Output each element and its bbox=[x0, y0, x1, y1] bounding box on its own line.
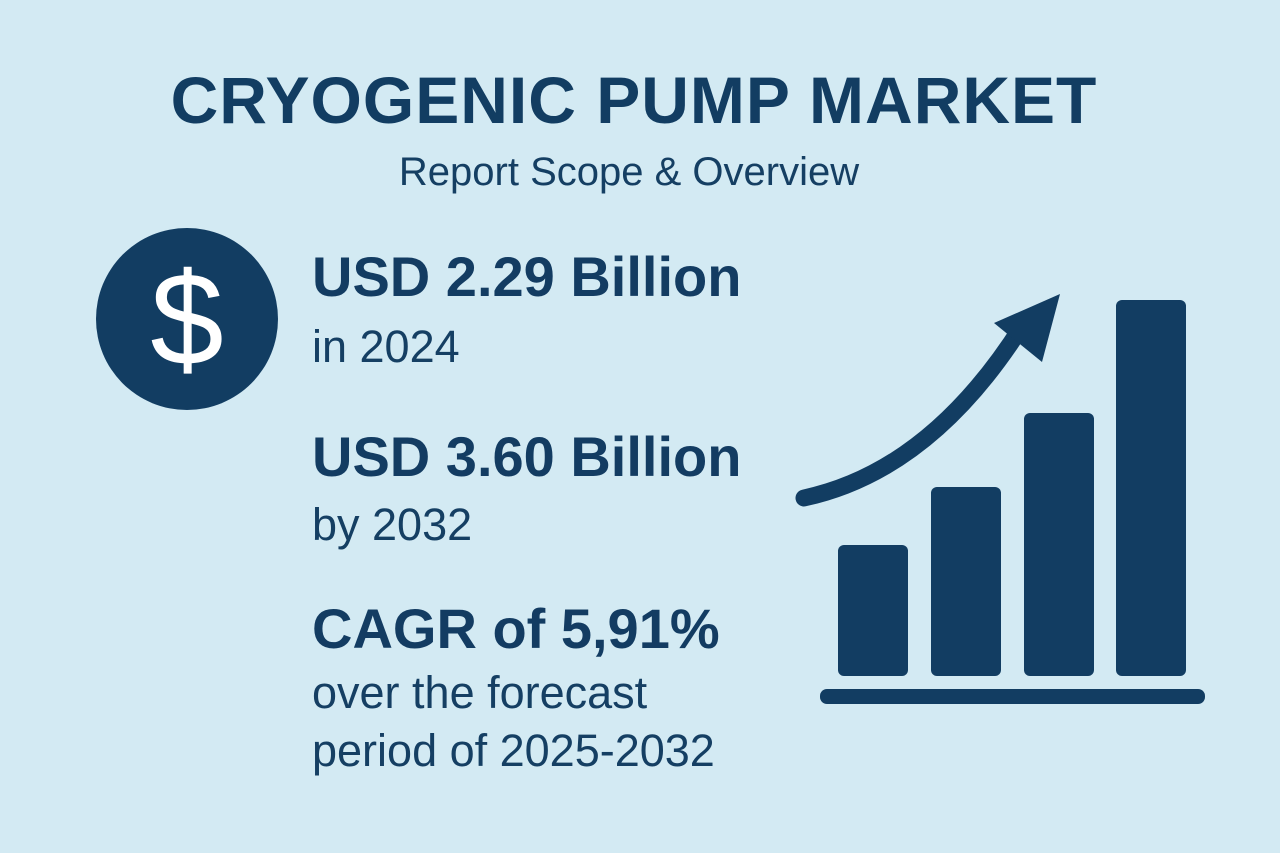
market-value-2024: USD 2.29 Billion bbox=[312, 245, 742, 308]
cagr-caption-line1: over the forecast bbox=[312, 667, 648, 718]
chart-bar-3 bbox=[1024, 413, 1094, 676]
chart-baseline bbox=[820, 689, 1205, 704]
cagr-caption-line2: period of 2025-2032 bbox=[312, 725, 715, 776]
svg-text:$: $ bbox=[150, 246, 223, 393]
page-title: CRYOGENIC PUMP MARKET bbox=[170, 63, 1098, 137]
page-subtitle: Report Scope & Overview bbox=[398, 150, 860, 194]
up-arrow-head bbox=[994, 294, 1060, 362]
chart-bar-4 bbox=[1116, 300, 1186, 676]
chart-bar-1 bbox=[838, 545, 908, 676]
market-value-2024-caption: in 2024 bbox=[312, 321, 460, 372]
growth-bar-chart-icon bbox=[790, 286, 1220, 721]
up-arrow-icon bbox=[795, 317, 1031, 507]
market-value-2032-caption: by 2032 bbox=[312, 499, 473, 550]
cagr-value: CAGR of 5,91% bbox=[312, 597, 720, 660]
chart-bar-2 bbox=[931, 487, 1001, 676]
market-value-2032: USD 3.60 Billion bbox=[312, 425, 742, 488]
dollar-icon: $ bbox=[96, 228, 278, 410]
